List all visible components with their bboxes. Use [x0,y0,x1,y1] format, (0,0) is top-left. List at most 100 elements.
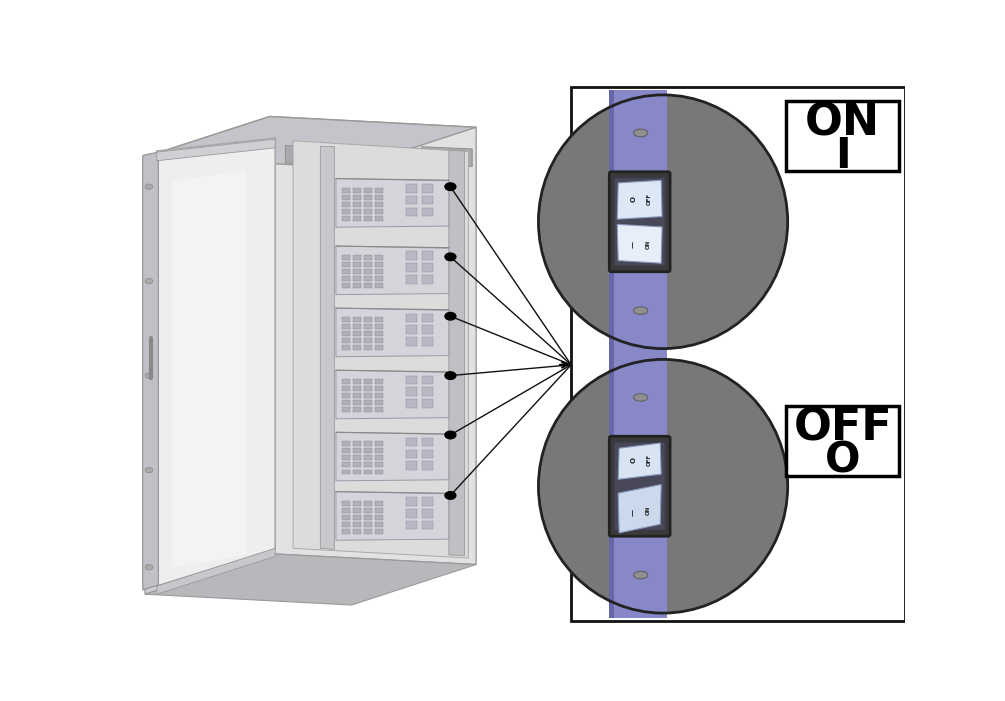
Polygon shape [422,196,432,205]
Polygon shape [145,116,269,594]
Polygon shape [406,376,417,384]
Polygon shape [342,188,350,193]
Polygon shape [342,325,350,329]
Polygon shape [375,407,383,412]
Polygon shape [364,276,372,281]
Ellipse shape [633,129,648,137]
Polygon shape [406,275,417,284]
Polygon shape [342,209,350,214]
Polygon shape [353,325,361,329]
Polygon shape [342,501,350,505]
Polygon shape [406,400,417,408]
Polygon shape [375,202,383,207]
Polygon shape [353,346,361,350]
Polygon shape [422,449,432,458]
Polygon shape [375,216,383,221]
Polygon shape [364,386,372,391]
Polygon shape [342,379,350,384]
Polygon shape [375,269,383,274]
Polygon shape [375,332,383,336]
Polygon shape [375,456,383,461]
Polygon shape [375,463,383,468]
Polygon shape [375,393,383,398]
Polygon shape [364,195,372,200]
Polygon shape [406,521,417,529]
Polygon shape [422,275,432,284]
Polygon shape [375,276,383,281]
Text: OFF: OFF [646,193,651,205]
Polygon shape [353,202,361,207]
Polygon shape [406,264,417,272]
Polygon shape [375,522,383,526]
Circle shape [445,431,456,439]
Polygon shape [143,152,159,590]
Polygon shape [406,437,417,447]
Polygon shape [375,515,383,519]
Polygon shape [353,463,361,468]
Polygon shape [364,318,372,322]
Polygon shape [336,491,449,540]
Polygon shape [422,207,432,217]
Polygon shape [353,269,361,274]
Polygon shape [375,339,383,343]
Polygon shape [336,433,449,481]
FancyBboxPatch shape [614,442,665,531]
Polygon shape [406,196,417,205]
Polygon shape [364,339,372,343]
Polygon shape [422,376,432,384]
Polygon shape [342,470,350,475]
Polygon shape [356,147,418,166]
Polygon shape [364,407,372,412]
Ellipse shape [539,360,788,613]
Polygon shape [422,497,432,505]
Polygon shape [364,202,372,207]
Polygon shape [375,442,383,447]
Polygon shape [618,484,661,533]
Polygon shape [422,147,472,167]
Polygon shape [449,150,464,556]
Polygon shape [353,393,361,398]
Polygon shape [364,522,372,526]
Bar [786,406,899,476]
Polygon shape [342,400,350,405]
Polygon shape [364,379,372,384]
FancyBboxPatch shape [609,436,670,536]
Polygon shape [342,216,350,221]
Text: O: O [825,440,860,482]
Polygon shape [269,116,476,564]
Circle shape [145,184,153,189]
Bar [609,90,667,354]
Text: —: — [630,509,636,516]
Bar [571,87,904,621]
Circle shape [145,373,153,379]
Text: O: O [631,457,637,463]
Text: O: O [631,196,637,203]
Polygon shape [353,529,361,533]
Polygon shape [406,313,417,322]
Polygon shape [375,325,383,329]
Polygon shape [342,449,350,454]
Polygon shape [422,264,432,272]
Bar [609,90,614,354]
Text: OFF: OFF [646,454,651,466]
Polygon shape [342,407,350,412]
Polygon shape [364,508,372,512]
Polygon shape [364,393,372,398]
Text: ON: ON [645,240,650,249]
Polygon shape [422,325,432,334]
Ellipse shape [633,307,648,314]
Polygon shape [375,501,383,505]
Circle shape [145,468,153,472]
Polygon shape [364,283,372,288]
Polygon shape [353,501,361,505]
Polygon shape [353,379,361,384]
Polygon shape [342,515,350,519]
Circle shape [445,253,456,261]
Polygon shape [364,470,372,475]
Polygon shape [342,346,350,350]
Polygon shape [157,139,275,161]
Polygon shape [353,262,361,267]
Polygon shape [375,318,383,322]
Polygon shape [342,529,350,533]
Polygon shape [336,370,449,418]
